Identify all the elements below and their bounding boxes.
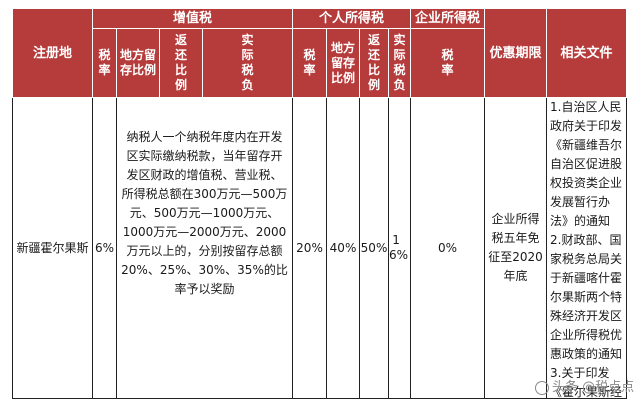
header-pit-refund: 返还比例	[359, 28, 390, 98]
cell-pit-actual: 16%	[388, 97, 412, 399]
header-vat-actual: 实际税负	[201, 28, 294, 98]
header-pit-actual: 实际税负	[388, 28, 412, 98]
header-vat-local: 地方留存比例	[116, 28, 160, 98]
cell-cit-rate: 0%	[410, 97, 486, 399]
cell-pref-period: 企业所得税五年免征至2020年底	[484, 97, 548, 399]
cell-reg-place: 新疆霍尔果斯	[12, 97, 93, 399]
header-pref-period: 优惠期限	[484, 8, 548, 98]
header-cit-group: 企业所得税	[410, 8, 486, 29]
header-pit-local: 地方留存比例	[326, 28, 361, 98]
watermark-icon	[535, 380, 549, 395]
header-vat-group: 增值税	[91, 8, 294, 29]
header-reg-place: 注册地	[12, 8, 93, 98]
cell-pit-local: 40%	[326, 97, 361, 399]
header-pit-rate: 税率	[292, 28, 328, 98]
table-row: 新疆霍尔果斯 6% 纳税人一个纳税年度内在开发区实际缴纳税款，当年留存开发区财政…	[12, 97, 628, 399]
header-vat-refund: 返还比例	[159, 28, 203, 98]
header-vat-rate: 税率	[92, 28, 117, 98]
watermark: 头条 @税点点	[535, 376, 634, 395]
header-related-docs: 相关文件	[546, 8, 628, 98]
cell-pit-rate: 20%	[292, 97, 328, 399]
watermark-text: 头条 @税点点	[552, 380, 635, 395]
header-row-columns: 税率 地方留存比例 返还比例 实际税负 税率 地方留存比例 返还比例 实际税负 …	[13, 28, 627, 98]
header-pit-group: 个人所得税	[292, 8, 412, 29]
tax-policy-table: 注册地 增值税 个人所得税 企业所得税 优惠期限 相关文件 税率 地方留存比例 …	[12, 8, 628, 399]
cell-pit-refund: 50%	[359, 97, 390, 399]
cell-vat-refund-desc: 纳税人一个纳税年度内在开发区实际缴纳税款，当年留存开发区财政的增值税、营业税、所…	[115, 97, 294, 399]
header-cit-rate: 税率	[410, 28, 486, 98]
cell-vat-rate: 6%	[92, 97, 117, 399]
header-row-groups: 注册地 增值税 个人所得税 企业所得税 优惠期限 相关文件	[12, 8, 628, 98]
cell-related-docs: 1.自治区人民政府关于印发《新疆维吾尔自治区促进股权投资类企业发展暂行办法》的通…	[546, 97, 628, 399]
